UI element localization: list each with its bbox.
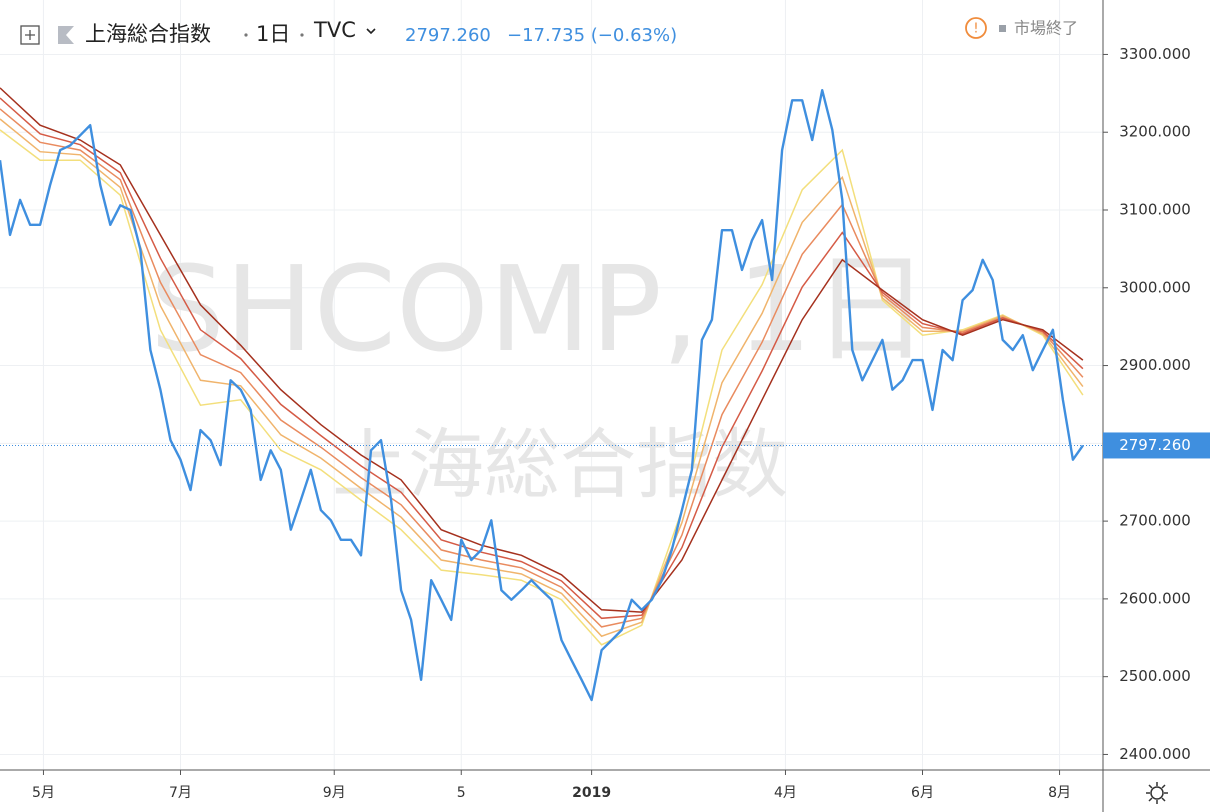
y-tick-label: 2700.000 [1119,512,1191,530]
alert-icon[interactable] [965,17,987,39]
ribbon-line [0,108,1084,628]
header: 上海総合指数 1日 TVC 2797.260 −17.735 (−0.63%) … [20,17,1078,46]
y-tick-label: 2500.000 [1119,667,1191,685]
x-tick-label: 4月 [774,785,797,801]
x-tick-label: 5 [457,785,466,801]
x-tick-label: 7月 [169,785,192,801]
y-tick-label: 2900.000 [1119,356,1191,374]
price-line [0,89,1084,702]
x-tick-label: 9月 [323,785,346,801]
last-price-tag-label: 2797.260 [1119,436,1191,454]
plot [0,87,1103,702]
expand-icon[interactable] [20,25,40,45]
symbol-title[interactable]: 上海総合指数 [85,22,211,46]
flag-icon [58,26,74,44]
grid [0,0,1103,770]
separator [300,33,304,37]
ribbon-line [0,97,1084,620]
y-tick-label: 3000.000 [1119,278,1191,296]
y-tick-label: 3100.000 [1119,201,1191,219]
settings-icon-circle [1150,786,1164,800]
last-price: 2797.260 [405,25,491,46]
watermark-name: 上海総合指数 [332,420,788,509]
ribbon-line [0,87,1084,613]
alert-icon-mark: ! [973,22,978,37]
x-tick-label: 2019 [572,785,611,801]
ribbon-line [0,118,1084,638]
x-tick-label: 5月 [32,785,55,801]
last-price-tag [1103,432,1210,459]
y-tick-label: 2600.000 [1119,589,1191,607]
y-tick-label: 3200.000 [1119,123,1191,141]
settings-icon-rays [1146,782,1168,804]
y-tick-label: 3300.000 [1119,45,1191,63]
dropdown-caret[interactable] [366,28,376,35]
x-tick-label: 6月 [911,785,934,801]
expand-icon-plus [25,30,35,40]
settings-icon[interactable] [1146,782,1168,804]
y-tick-label: 2400.000 [1119,745,1191,763]
watermark-symbol: SHCOMP, 1日 [150,240,930,378]
market-status: 市場終了 [1014,19,1078,38]
source[interactable]: TVC [313,18,356,42]
status-icon [999,25,1006,32]
separator [244,33,248,37]
x-tick-label: 8月 [1048,785,1071,801]
price-change: −17.735 (−0.63%) [507,25,677,46]
axes: 2400.0002500.0002600.0002700.0002800.000… [32,45,1210,801]
interval[interactable]: 1日 [256,22,290,46]
